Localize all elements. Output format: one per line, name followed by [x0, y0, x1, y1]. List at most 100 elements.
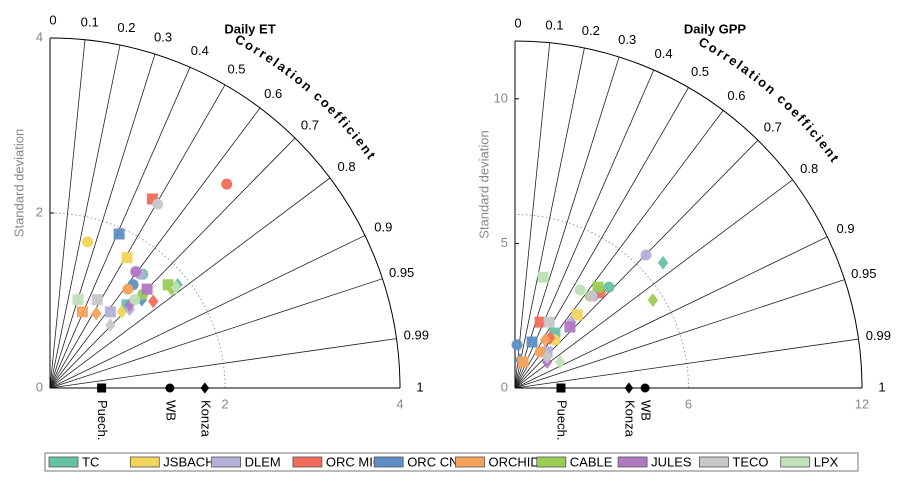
- corr-line: [514, 42, 551, 389]
- corr-line: [49, 137, 296, 389]
- legend-label: JULES: [651, 454, 692, 469]
- legend-swatch: [129, 456, 160, 468]
- x-tick-label: 2: [221, 396, 228, 411]
- reference-point: [556, 383, 566, 393]
- model-point: [221, 178, 233, 190]
- legend-swatch: [48, 456, 79, 468]
- corr-line: [514, 338, 859, 389]
- model-point: [592, 281, 604, 293]
- model-point: [534, 346, 546, 358]
- corr-axis-label: Correlation coefficient: [232, 32, 379, 164]
- legend-swatch: [211, 456, 242, 468]
- model-point: [586, 290, 598, 302]
- model-point: [511, 339, 523, 351]
- corr-tick-label: 0.3: [154, 29, 172, 44]
- corr-line: [49, 44, 121, 389]
- legend-box: [44, 452, 859, 472]
- corr-line: [49, 278, 383, 389]
- legend-swatch: [373, 456, 404, 468]
- corr-tick-label: 0.9: [837, 221, 855, 236]
- corr-line: [49, 84, 226, 389]
- legend-label: CABLE: [570, 454, 613, 469]
- legend-label: TC: [82, 454, 99, 469]
- corr-tick-label: 0.95: [851, 266, 876, 281]
- legend-label: TECO: [732, 454, 768, 469]
- reference-point: [97, 383, 107, 393]
- corr-tick-label: 0.2: [117, 20, 135, 35]
- model-point: [647, 293, 659, 307]
- corr-tick-label: 0.6: [264, 86, 282, 101]
- y-tick-label: 0: [501, 379, 508, 394]
- x-tick-label: 4: [396, 396, 403, 411]
- model-point: [554, 355, 566, 369]
- model-point: [549, 327, 561, 339]
- reference-label: WB: [639, 400, 654, 421]
- corr-tick-label: 0.7: [764, 119, 782, 134]
- corr-tick-label: 0: [49, 12, 56, 27]
- corr-line: [514, 179, 793, 389]
- model-point: [104, 306, 116, 318]
- model-point: [113, 228, 125, 240]
- corr-line: [49, 177, 331, 389]
- model-point: [91, 306, 102, 321]
- legend-swatch: [780, 456, 811, 468]
- legend-swatch: [455, 456, 485, 468]
- corr-line: [49, 235, 366, 389]
- model-point: [526, 336, 538, 348]
- corr-tick-label: 0.3: [618, 32, 636, 47]
- legend-label: DLEM: [245, 454, 281, 469]
- reference-point: [640, 383, 650, 393]
- corr-tick-label: 0.6: [727, 88, 745, 103]
- corr-line: [49, 54, 156, 389]
- reference-point: [165, 383, 175, 393]
- model-point: [539, 333, 551, 347]
- legend-swatch: [292, 456, 323, 468]
- corr-tick-label: 0.9: [374, 219, 392, 234]
- model-point: [76, 306, 88, 318]
- model-point: [129, 294, 141, 306]
- model-point: [517, 356, 529, 368]
- y-tick-label: 10: [494, 90, 508, 105]
- corr-tick-label: 0.1: [81, 14, 99, 29]
- x-tick-label: 6: [685, 396, 692, 411]
- legend-swatch: [536, 456, 567, 468]
- legend-label: ORC CNP: [407, 454, 467, 469]
- x-tick-label: 12: [855, 396, 869, 411]
- corr-tick-label: 0.1: [545, 17, 563, 32]
- model-point: [148, 294, 159, 309]
- corr-line: [49, 107, 261, 389]
- reference-label: WB: [163, 400, 178, 421]
- corr-line: [514, 69, 655, 389]
- model-point: [82, 236, 94, 248]
- y-tick-label: 5: [501, 235, 508, 250]
- corr-line: [49, 67, 191, 389]
- model-point: [116, 305, 127, 319]
- corr-line: [49, 338, 397, 389]
- model-point: [122, 283, 134, 295]
- y-axis-label: Standard deviation: [11, 129, 26, 237]
- model-point: [657, 255, 669, 270]
- legend-swatch: [699, 456, 729, 468]
- model-point: [121, 252, 133, 264]
- corr-axis-label: Correlation coefficient: [696, 34, 843, 166]
- corr-tick-label: 0.4: [655, 46, 673, 61]
- model-point: [72, 294, 84, 306]
- reference-point: [200, 382, 210, 394]
- corr-line: [514, 279, 845, 389]
- corr-axis-label-text: Correlation coefficient: [696, 34, 841, 166]
- model-point: [640, 249, 652, 261]
- corr-line: [514, 236, 828, 389]
- model-point: [574, 284, 586, 296]
- model-point: [603, 281, 615, 293]
- corr-tick-label: 0.95: [389, 265, 414, 280]
- std-arc: [49, 212, 226, 389]
- model-point: [105, 318, 116, 332]
- corr-tick-label: 0.8: [338, 159, 356, 174]
- legend-label: LPX: [814, 454, 839, 469]
- corr-tick-label: 0.5: [691, 64, 709, 79]
- y-tick-label: 2: [36, 204, 43, 219]
- reference-point: [624, 382, 634, 394]
- corr-tick-label: 1: [878, 379, 885, 394]
- reference-label: Konza: [622, 400, 637, 438]
